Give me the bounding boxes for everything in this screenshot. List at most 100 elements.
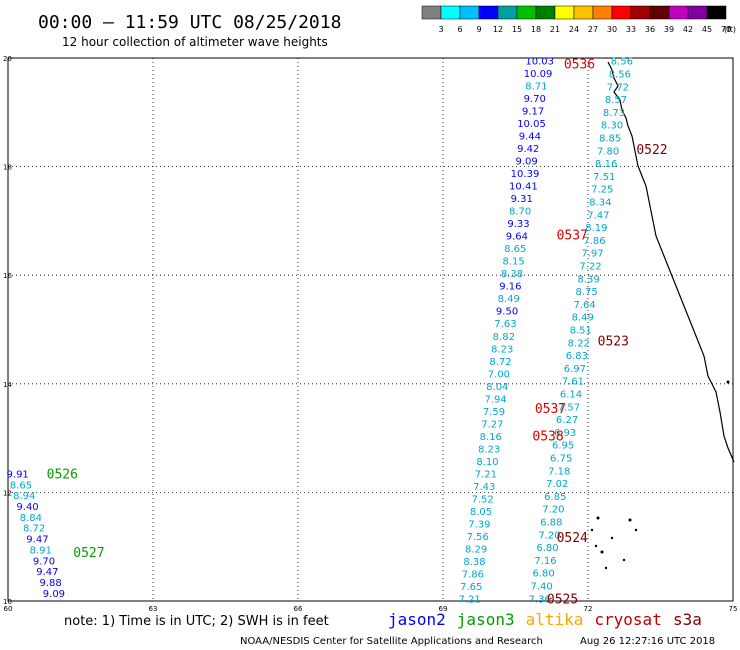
- timestamp-text: Aug 26 12:27:16 UTC 2018: [580, 636, 715, 647]
- wave-height-value: 9.88: [39, 578, 61, 589]
- chart-grid: [7, 57, 734, 602]
- wave-height-value: 7.43: [473, 482, 495, 493]
- wave-height-value: 9.16: [499, 282, 521, 293]
- wave-height-value: 7.47: [587, 210, 609, 221]
- wave-height-value: 9.47: [36, 567, 58, 578]
- wave-height-value: 9.44: [519, 132, 541, 143]
- wave-height-value: 7.59: [483, 407, 505, 418]
- pass-time-label: 0536: [564, 57, 595, 72]
- colorbar-label: 12: [493, 25, 503, 34]
- wave-height-value: 8.15: [502, 257, 524, 268]
- pass-time-label: 0527: [73, 546, 104, 561]
- plot-frame: [7, 57, 734, 602]
- wave-height-value: 8.84: [20, 513, 42, 524]
- header: 00:00 – 11:59 UTC 08/25/2018 12 hour col…: [38, 12, 341, 49]
- wave-height-value: 10.41: [509, 182, 538, 193]
- altimeter-tracks: 10.0310.098.719.709.1710.059.449.429.091…: [7, 57, 633, 606]
- coastline: [590, 61, 735, 570]
- wave-height-value: 8.72: [23, 524, 45, 535]
- colorbar-label: 9: [476, 25, 481, 34]
- islands: [590, 380, 730, 570]
- colorbar-swatch: [687, 5, 708, 20]
- colorbar-label: (ft): [724, 25, 736, 34]
- wave-height-value: 7.39: [468, 519, 490, 530]
- colorbar-label: 18: [531, 25, 541, 34]
- colorbar-swatch: [706, 5, 727, 20]
- wave-height-value: 8.73: [603, 108, 625, 119]
- legend-jason2: jason2: [388, 610, 446, 629]
- wave-height-value: 8.56: [611, 57, 633, 68]
- y-tick-label: 20: [3, 55, 12, 63]
- chart-subtitle: 12 hour collection of altimeter wave hei…: [62, 35, 328, 49]
- pass-time-label: 0526: [47, 467, 78, 482]
- colorbar-label: 45: [702, 25, 712, 34]
- wave-height-value: 8.65: [10, 480, 32, 491]
- pass-time-label: 0523: [598, 334, 629, 349]
- note-text: note: 1) Time is in UTC; 2) SWH is in fe…: [64, 614, 329, 629]
- wave-height-value: 7.72: [607, 82, 629, 93]
- wave-height-value: 8.85: [599, 134, 621, 145]
- y-tick-label: 10: [3, 598, 12, 606]
- wave-height-value: 8.94: [13, 491, 35, 502]
- legend-cryosat: cryosat: [594, 610, 661, 629]
- colorbar-swatch: [573, 5, 594, 20]
- satellite-legend: jason2 jason3 altika cryosat s3a: [388, 610, 702, 629]
- wave-height-value: 7.16: [534, 556, 556, 567]
- colorbar-swatch: [497, 5, 518, 20]
- wave-height-value: 7.40: [530, 581, 552, 592]
- wave-height-value: 9.42: [517, 144, 539, 155]
- wave-height-value: 9.70: [33, 556, 55, 567]
- coastline-path: [607, 61, 735, 463]
- x-tick-label: 72: [584, 605, 593, 613]
- chart-title: 00:00 – 11:59 UTC 08/25/2018: [38, 12, 341, 33]
- wave-height-value: 8.49: [498, 294, 520, 305]
- wave-height-value: 7.56: [467, 532, 489, 543]
- colorbar-swatch: [459, 5, 480, 20]
- wave-height-value: 8.34: [589, 198, 611, 209]
- wave-height-value: 8.23: [478, 444, 500, 455]
- colorbar-label: 24: [569, 25, 579, 34]
- x-tick-label: 75: [729, 605, 738, 613]
- wave-height-value: 6.14: [560, 389, 582, 400]
- colorbar-label: 15: [512, 25, 522, 34]
- wave-height-value: 8.29: [465, 544, 487, 555]
- wave-height-value: 7.80: [597, 146, 619, 157]
- wave-height-value: 8.38: [463, 557, 485, 568]
- colorbar-swatch: [592, 5, 613, 20]
- wave-height-value: 8.05: [470, 507, 492, 518]
- wave-height-value: 6.93: [554, 428, 576, 439]
- colorbar-swatch: [440, 5, 461, 20]
- wave-height-value: 9.09: [515, 157, 537, 168]
- wave-height-value: 7.65: [460, 582, 482, 593]
- wave-height-value: 8.91: [30, 545, 52, 556]
- colorbar-label: 21: [550, 25, 560, 34]
- wave-height-value: 8.22: [568, 338, 590, 349]
- wave-height-value: 6.75: [550, 453, 572, 464]
- colorbar-swatch: [478, 5, 499, 20]
- wave-height-value: 8.39: [577, 274, 599, 285]
- wave-height-value: 9.64: [506, 232, 528, 243]
- wave-height-value: 7.52: [471, 494, 493, 505]
- wave-height-value: 6.85: [544, 492, 566, 503]
- colorbar-label: 36: [645, 25, 655, 34]
- wave-height-value: 8.16: [480, 432, 502, 443]
- wave-height-value: 8.19: [585, 223, 607, 234]
- x-tick-label: 69: [439, 605, 448, 613]
- wave-height-value: 8.70: [509, 207, 531, 218]
- wave-height-value: 9.47: [26, 535, 48, 546]
- colorbar-swatch: [649, 5, 670, 20]
- x-tick-label: 60: [4, 605, 13, 613]
- wave-height-value: 7.21: [475, 469, 497, 480]
- wave-height-value: 8.49: [572, 313, 594, 324]
- wave-height-value: 7.94: [485, 394, 507, 405]
- wave-height-value: 10.05: [517, 119, 546, 130]
- wave-height-value: 6.27: [556, 415, 578, 426]
- pass-time-label: 0525: [547, 592, 578, 607]
- wave-height-value: 7.00: [488, 369, 510, 380]
- wave-height-value: 8.16: [595, 159, 617, 170]
- wave-height-value: 7.57: [558, 402, 580, 413]
- wave-height-value: 8.51: [570, 326, 592, 337]
- wave-height-value: 7.02: [546, 479, 568, 490]
- colorbar-label: 39: [664, 25, 674, 34]
- wave-height-value: 7.18: [548, 466, 570, 477]
